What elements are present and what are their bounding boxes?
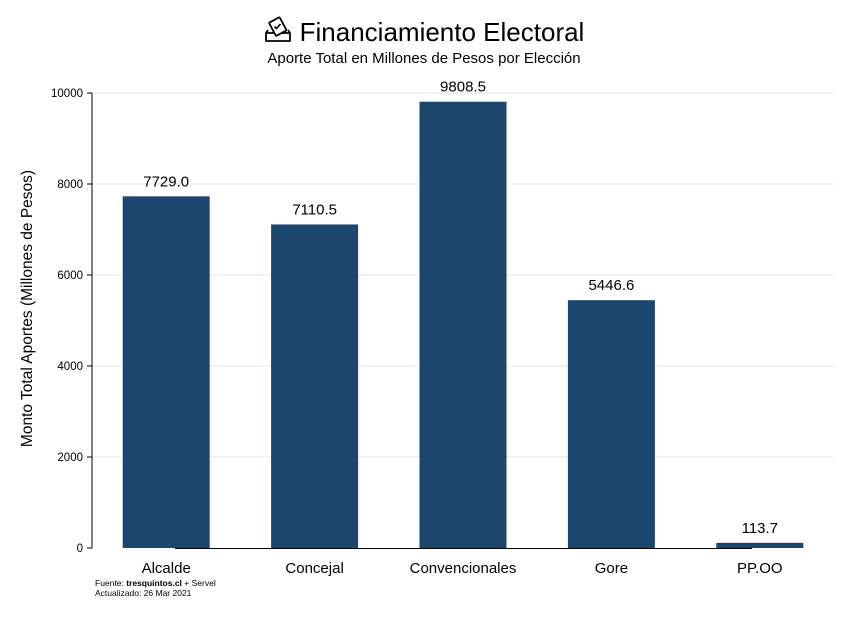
y-tick-label: 8000 xyxy=(57,179,83,191)
ballot-box-icon xyxy=(264,16,292,49)
chart-title: Financiamiento Electoral xyxy=(0,16,848,49)
x-tick-label: Concejal xyxy=(285,560,343,577)
chart-subtitle: Aporte Total en Millones de Pesos por El… xyxy=(267,50,581,67)
source-site: tresquintos.cl xyxy=(126,578,182,588)
y-tick-label: 2000 xyxy=(57,452,83,464)
data-label: 5446.6 xyxy=(588,277,634,294)
y-tick-label: 6000 xyxy=(57,270,83,282)
x-tick-label: Convencionales xyxy=(410,560,517,577)
chart-title-text: Financiamiento Electoral xyxy=(299,17,585,47)
data-label: 7729.0 xyxy=(143,173,189,190)
bar xyxy=(419,101,507,548)
data-label: 113.7 xyxy=(742,520,778,537)
updated-note: Actualizado: 26 Mar 2021 xyxy=(95,587,192,598)
x-tick-label: PP.OO xyxy=(737,560,783,577)
x-tick-label: Alcalde xyxy=(142,560,191,577)
source-note: Fuente: tresquintos.cl + Servel xyxy=(95,578,216,589)
bar xyxy=(271,224,359,549)
source-prefix: Fuente: xyxy=(95,578,127,588)
data-label: 7110.5 xyxy=(292,201,337,218)
x-tick-label: Gore xyxy=(595,560,628,577)
y-tick-label: 0 xyxy=(77,543,83,555)
y-tick-label: 4000 xyxy=(57,361,83,373)
y-axis-title: Monto Total Aportes (Millones de Pesos) xyxy=(19,170,36,447)
data-label: 9808.5 xyxy=(440,79,486,96)
bar xyxy=(567,300,655,548)
chart-footer: Fuente: tresquintos.cl + Servel Actualiz… xyxy=(95,578,216,598)
bar xyxy=(122,196,210,548)
source-suffix: + Servel xyxy=(181,578,216,588)
y-tick-label: 10000 xyxy=(51,88,83,100)
bar xyxy=(716,542,804,548)
